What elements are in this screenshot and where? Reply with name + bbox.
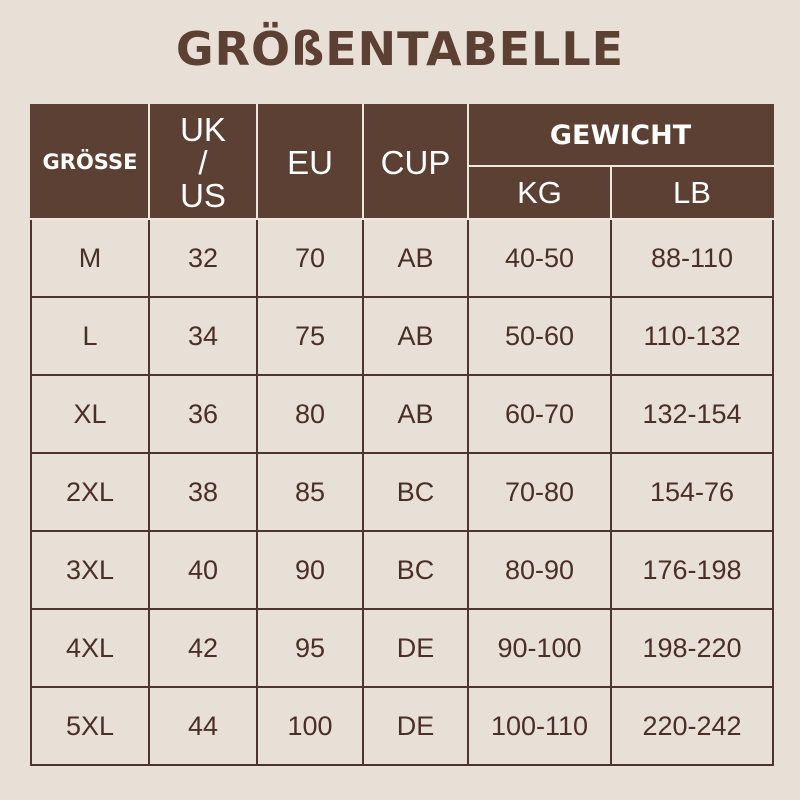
cell-cup: AB xyxy=(362,218,469,298)
cell-lb: 176-198 xyxy=(609,530,775,610)
cell-eu: 75 xyxy=(256,296,364,376)
table-row: XL 36 80 AB 60-70 132-154 xyxy=(30,374,775,454)
size-chart-table: GRÖSSE UK / US EU CUP GEWICHT KG LB M 32 7… xyxy=(30,104,775,766)
cell-lb: 88-110 xyxy=(609,218,775,298)
header-size: GRÖSSE xyxy=(30,104,150,220)
cell-eu: 70 xyxy=(256,218,364,298)
header-uk-us: UK / US xyxy=(148,104,258,220)
header-eu: EU xyxy=(256,104,364,220)
cell-size: XL xyxy=(30,374,150,454)
cell-uk-us: 32 xyxy=(148,218,258,298)
cell-eu: 85 xyxy=(256,452,364,532)
table-row: 3XL 40 90 BC 80-90 176-198 xyxy=(30,530,775,610)
cell-uk-us: 42 xyxy=(148,608,258,688)
cell-lb: 132-154 xyxy=(609,374,775,454)
cell-kg: 70-80 xyxy=(467,452,612,532)
cell-cup: BC xyxy=(362,530,469,610)
header-uk: UK xyxy=(180,110,226,148)
cell-lb: 220-242 xyxy=(609,686,775,766)
cell-eu: 80 xyxy=(256,374,364,454)
cell-uk-us: 40 xyxy=(148,530,258,610)
cell-uk-us: 34 xyxy=(148,296,258,376)
cell-uk-us: 38 xyxy=(148,452,258,532)
cell-size: 4XL xyxy=(30,608,150,688)
header-cup: CUP xyxy=(362,104,469,220)
cell-lb: 110-132 xyxy=(609,296,775,376)
header-kg: KG xyxy=(467,165,612,220)
cell-cup: DE xyxy=(362,686,469,766)
cell-size: 3XL xyxy=(30,530,150,610)
cell-size: 2XL xyxy=(30,452,150,532)
header-slash: / xyxy=(198,143,208,181)
cell-kg: 80-90 xyxy=(467,530,612,610)
cell-kg: 40-50 xyxy=(467,218,612,298)
cell-kg: 90-100 xyxy=(467,608,612,688)
table-row: 5XL 44 100 DE 100-110 220-242 xyxy=(30,686,775,766)
table-row: 4XL 42 95 DE 90-100 198-220 xyxy=(30,608,775,688)
cell-uk-us: 36 xyxy=(148,374,258,454)
page-title: GRÖßENTABELLE xyxy=(175,22,625,76)
cell-lb: 198-220 xyxy=(609,608,775,688)
cell-lb: 154-76 xyxy=(609,452,775,532)
table-row: M 32 70 AB 40-50 88-110 xyxy=(30,218,775,298)
cell-size: 5XL xyxy=(30,686,150,766)
cell-cup: AB xyxy=(362,296,469,376)
cell-size: L xyxy=(30,296,150,376)
cell-eu: 100 xyxy=(256,686,364,766)
table-row: L 34 75 AB 50-60 110-132 xyxy=(30,296,775,376)
cell-kg: 50-60 xyxy=(467,296,612,376)
cell-uk-us: 44 xyxy=(148,686,258,766)
cell-cup: AB xyxy=(362,374,469,454)
cell-size: M xyxy=(30,218,150,298)
cell-cup: BC xyxy=(362,452,469,532)
cell-cup: DE xyxy=(362,608,469,688)
cell-eu: 90 xyxy=(256,530,364,610)
table-row: 2XL 38 85 BC 70-80 154-76 xyxy=(30,452,775,532)
header-us: US xyxy=(180,176,226,214)
cell-kg: 100-110 xyxy=(467,686,612,766)
cell-eu: 95 xyxy=(256,608,364,688)
header-lb: LB xyxy=(609,165,775,220)
header-weight: GEWICHT xyxy=(466,104,775,167)
cell-kg: 60-70 xyxy=(467,374,612,454)
